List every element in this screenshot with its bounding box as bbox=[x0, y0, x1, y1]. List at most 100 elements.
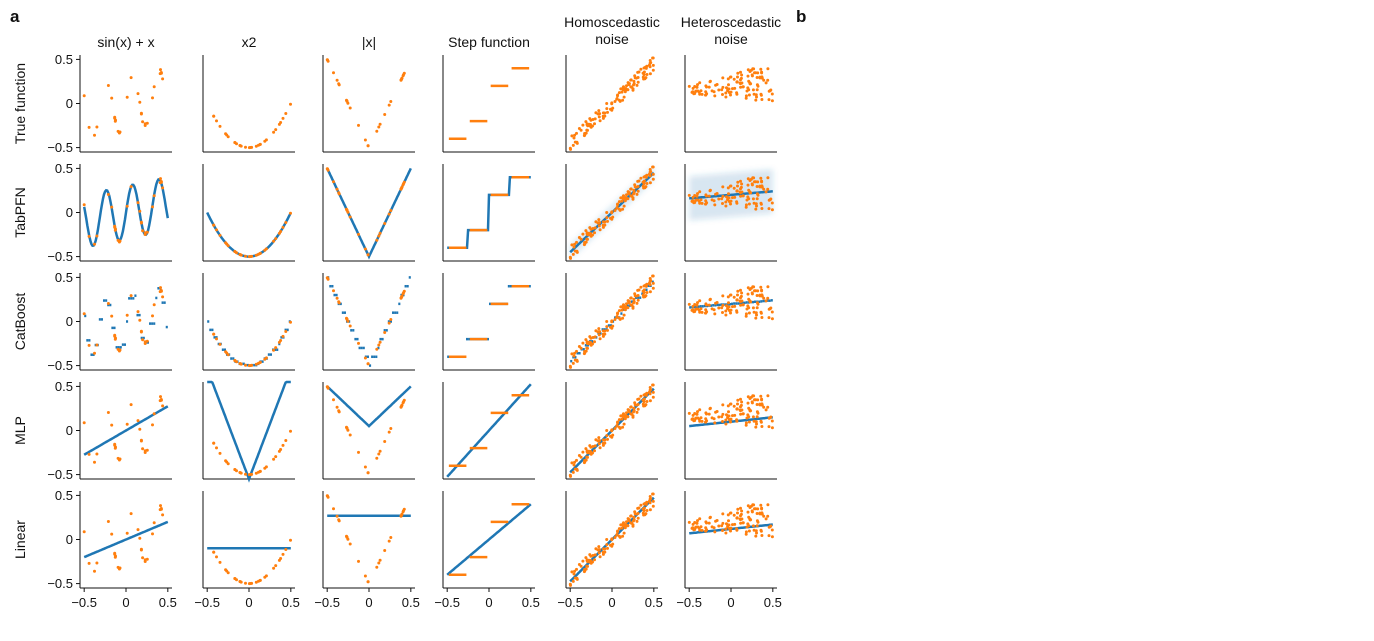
subplot-0-2 bbox=[322, 55, 415, 153]
training-point bbox=[693, 201, 697, 204]
training-point bbox=[735, 91, 739, 95]
training-point bbox=[603, 438, 607, 442]
training-point bbox=[741, 85, 745, 89]
training-point bbox=[754, 316, 758, 320]
training-point bbox=[636, 288, 640, 292]
training-point bbox=[759, 420, 763, 424]
training-point bbox=[363, 356, 367, 360]
training-point bbox=[325, 494, 329, 498]
training-point bbox=[627, 191, 631, 195]
training-point bbox=[573, 249, 577, 253]
training-point bbox=[601, 225, 605, 229]
subplot-4-4: −0.5 0 0.5 bbox=[557, 491, 663, 610]
training-point bbox=[755, 524, 759, 528]
training-point bbox=[720, 524, 724, 528]
training-point bbox=[366, 144, 370, 148]
training-point bbox=[272, 130, 276, 134]
training-point bbox=[113, 224, 117, 228]
training-point bbox=[586, 455, 589, 459]
training-point bbox=[760, 98, 764, 101]
training-point bbox=[377, 561, 381, 565]
training-point bbox=[151, 205, 154, 209]
training-point bbox=[143, 558, 147, 562]
training-point bbox=[708, 297, 712, 301]
training-point bbox=[244, 254, 247, 258]
x-tick-label: 0.5 bbox=[282, 595, 300, 610]
training-point bbox=[588, 444, 592, 448]
training-point bbox=[573, 460, 577, 464]
training-point bbox=[753, 289, 756, 293]
training-point bbox=[570, 243, 574, 247]
training-point bbox=[625, 193, 628, 197]
training-point bbox=[739, 412, 743, 416]
training-point bbox=[618, 426, 622, 430]
training-point bbox=[746, 177, 750, 181]
training-point bbox=[589, 452, 593, 456]
training-point bbox=[110, 532, 114, 536]
training-point bbox=[629, 412, 633, 416]
training-point bbox=[739, 70, 742, 74]
subplot-1-1 bbox=[202, 164, 295, 262]
training-point bbox=[363, 247, 367, 251]
training-point bbox=[87, 452, 91, 456]
subplot-2-4 bbox=[565, 273, 658, 371]
training-point bbox=[755, 83, 759, 87]
training-point bbox=[106, 411, 110, 414]
x-tick-label: −0.5 bbox=[557, 595, 583, 610]
training-point bbox=[724, 527, 728, 531]
training-point bbox=[705, 194, 708, 198]
training-point bbox=[749, 68, 753, 72]
training-point bbox=[721, 412, 725, 416]
training-point bbox=[707, 412, 711, 416]
training-point bbox=[728, 75, 732, 79]
training-point bbox=[770, 419, 774, 423]
training-point bbox=[710, 307, 714, 311]
training-point bbox=[143, 231, 147, 235]
training-point bbox=[632, 188, 636, 192]
training-point bbox=[732, 77, 736, 81]
training-point bbox=[724, 422, 728, 426]
training-point bbox=[749, 504, 753, 508]
training-point bbox=[82, 421, 86, 425]
training-point bbox=[733, 304, 737, 308]
training-point bbox=[161, 295, 165, 299]
training-point bbox=[239, 144, 243, 148]
training-point bbox=[696, 410, 699, 414]
training-point bbox=[113, 228, 117, 232]
training-point bbox=[616, 311, 620, 315]
training-point bbox=[110, 314, 114, 318]
training-point bbox=[609, 434, 612, 438]
training-point bbox=[770, 310, 774, 314]
training-point bbox=[375, 565, 379, 569]
training-point bbox=[700, 528, 704, 532]
training-point bbox=[345, 426, 349, 430]
training-point bbox=[764, 81, 768, 85]
training-point bbox=[239, 471, 243, 475]
prediction-line bbox=[326, 385, 412, 428]
training-point bbox=[755, 88, 759, 92]
training-point bbox=[129, 294, 133, 298]
training-point bbox=[619, 414, 623, 418]
training-point bbox=[728, 293, 732, 297]
training-point bbox=[648, 283, 652, 287]
training-point bbox=[125, 95, 129, 99]
training-point bbox=[721, 185, 725, 189]
training-point bbox=[724, 91, 728, 95]
training-point bbox=[279, 557, 283, 560]
training-point bbox=[348, 215, 352, 219]
training-point bbox=[106, 302, 110, 305]
training-point bbox=[625, 411, 628, 415]
training-point bbox=[713, 203, 717, 207]
training-point bbox=[597, 442, 601, 446]
training-point bbox=[721, 93, 724, 96]
training-point bbox=[740, 517, 744, 521]
training-point bbox=[244, 145, 247, 149]
training-point bbox=[618, 208, 622, 212]
prediction-line bbox=[326, 167, 412, 260]
training-point bbox=[741, 194, 745, 198]
training-point bbox=[687, 520, 691, 524]
training-point bbox=[747, 529, 751, 533]
training-point bbox=[693, 528, 697, 531]
training-point bbox=[610, 102, 614, 106]
